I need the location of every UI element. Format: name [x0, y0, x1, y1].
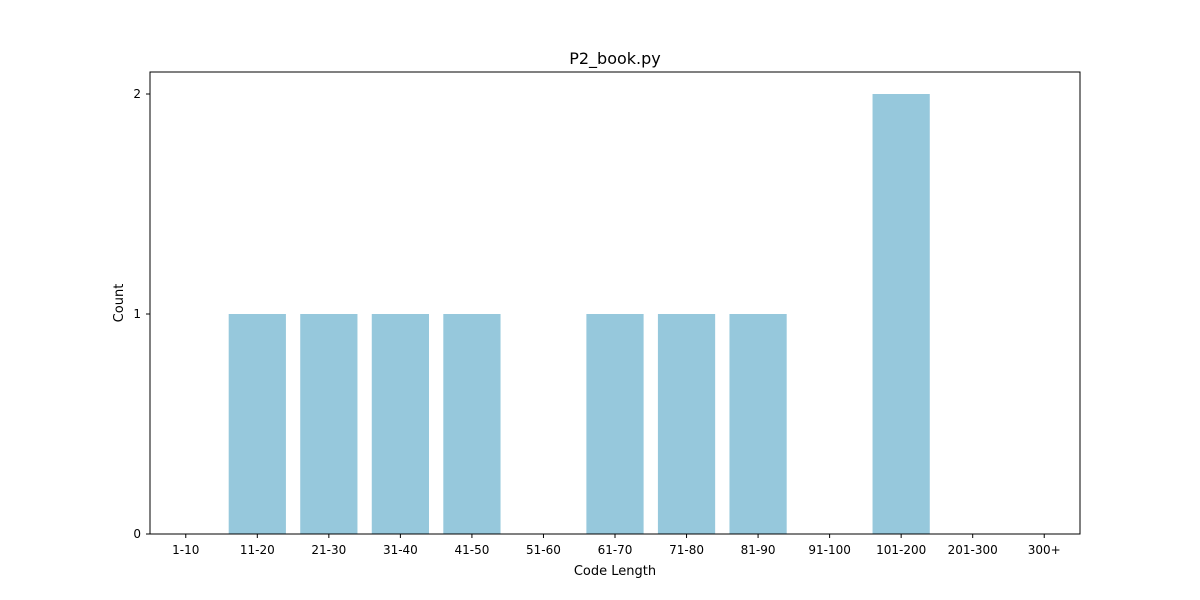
x-tick-label: 11-20	[240, 543, 275, 557]
x-tick-label: 41-50	[454, 543, 489, 557]
y-tick-label: 1	[133, 307, 141, 321]
x-tick-label: 300+	[1028, 543, 1061, 557]
bar-31-40	[371, 314, 429, 534]
y-tick-label: 2	[133, 87, 141, 101]
bar-71-80	[657, 314, 716, 534]
x-tick-label: 91-100	[808, 543, 851, 557]
x-tick-label: 81-90	[741, 543, 776, 557]
x-tick-label: 61-70	[598, 543, 633, 557]
x-tick-label: 201-300	[948, 543, 998, 557]
y-axis-title: Count	[112, 284, 127, 323]
bars-group	[228, 94, 930, 534]
plot-frame	[149, 71, 1081, 535]
y-ticks-group: 0 1 2	[133, 87, 150, 541]
bar-101-200	[872, 94, 930, 534]
y-tick-label: 0	[133, 527, 141, 541]
bar-21-30	[300, 314, 358, 534]
x-tick-label: 1-10	[172, 543, 199, 557]
x-tick-label: 21-30	[311, 543, 346, 557]
bar-81-90	[729, 314, 787, 534]
x-tick-label: 101-200	[876, 543, 926, 557]
x-ticks-group: 1-10 11-20 21-30 31-40 41-50 51-60 61-70 71-80 8…	[172, 534, 1061, 557]
bar-41-50	[443, 314, 501, 534]
bar-61-70	[586, 314, 644, 534]
bar-11-20	[228, 314, 286, 534]
chart-title: P2_book.py	[569, 49, 661, 69]
x-tick-label: 31-40	[383, 543, 418, 557]
x-tick-label: 51-60	[526, 543, 561, 557]
x-tick-label: 71-80	[669, 543, 704, 557]
x-axis-title: Code Length	[574, 564, 656, 579]
